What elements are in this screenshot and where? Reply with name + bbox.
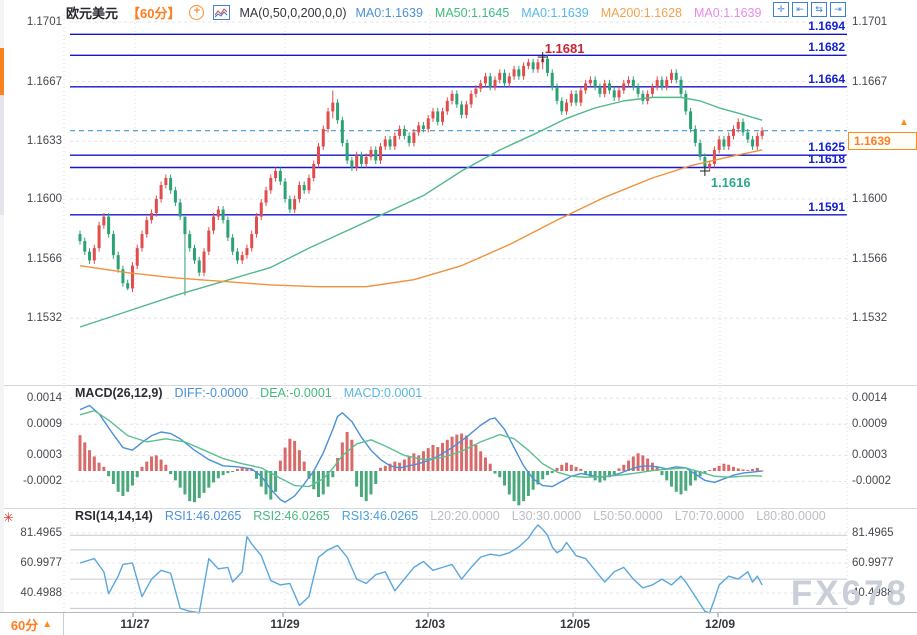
macd-title: MACD(26,12,9) bbox=[75, 386, 163, 400]
ma-value-label: MA0:1.1639 bbox=[355, 5, 423, 20]
rsi-level-label: L50:50.0000 bbox=[593, 509, 663, 523]
indicator-settings-icon[interactable]: ✳ bbox=[3, 510, 14, 525]
zoom-in-icon[interactable]: ⇆ bbox=[811, 2, 827, 17]
ma-values: MA0:1.1639 MA50:1.1645 MA0:1.1639 MA200:1.1… bbox=[356, 6, 762, 20]
ma-value-label: MA50:1.1645 bbox=[434, 5, 510, 20]
crosshair-icon[interactable]: ✛ bbox=[773, 2, 789, 17]
symbol-name: 欧元美元 bbox=[66, 6, 119, 21]
macd-value-label: DEA:-0.0001 bbox=[260, 386, 332, 400]
ma-value-label: MA0:1.1639 bbox=[521, 5, 589, 20]
price-up-arrow-icon: ▲ bbox=[899, 116, 909, 128]
zoom-out-icon[interactable]: ⇤ bbox=[792, 2, 808, 17]
macd-value-label: MACD:0.0001 bbox=[343, 386, 423, 400]
rsi-level-label: L70:70.0000 bbox=[674, 509, 745, 523]
macd-values: DIFF:-0.0000 DEA:-0.0001 MACD:0.0001 bbox=[175, 386, 423, 400]
rsi-value-label: RSI3:46.0265 bbox=[341, 509, 419, 523]
rsi-values: RSI1:46.0265 RSI2:46.0265 RSI3:46.0265 bbox=[165, 509, 418, 523]
left-scrollbar-thumb[interactable] bbox=[0, 48, 4, 95]
goto-latest-icon[interactable]: ⇥ bbox=[830, 2, 846, 17]
rsi-value-label: RSI2:46.0265 bbox=[253, 509, 330, 523]
chart-toolbar: ✛ ⇤ ⇆ ⇥ bbox=[773, 2, 846, 17]
watermark: FX678 bbox=[790, 574, 909, 613]
macd-value-label: DIFF:-0.0000 bbox=[174, 386, 249, 400]
rsi-level-label: L80:80.0000 bbox=[756, 509, 826, 523]
period-selector[interactable]: 【60分】 bbox=[127, 6, 181, 21]
current-price-tag: 1.1639 bbox=[848, 131, 917, 150]
add-indicator-icon[interactable]: + bbox=[189, 5, 205, 20]
rsi-level-label: L20:20.0000 bbox=[430, 509, 500, 523]
timeframe-arrow-icon: ▲ bbox=[42, 618, 53, 630]
ma-value-label: MA0:1.1639 bbox=[694, 5, 762, 20]
left-scrollbar-segment bbox=[0, 95, 4, 215]
rsi-level-labels: L20:20.0000 L30:30.0000 L50:50.0000 L70:70.… bbox=[430, 509, 826, 523]
timeframe-label: 60分 bbox=[10, 617, 39, 633]
chart-type-icon[interactable] bbox=[213, 5, 231, 20]
chart-header: 欧元美元 【60分】 + MA(0,50,0,200,0,0) MA0:1.16… bbox=[66, 3, 761, 22]
ma-value-label: MA200:1.1628 bbox=[600, 5, 683, 20]
left-scrollbar-track[interactable] bbox=[0, 0, 4, 612]
timeframe-cell[interactable]: 60分 ▲ bbox=[0, 613, 64, 635]
rsi-header: RSI(14,14,14) RSI1:46.0265 RSI2:46.0265 RS… bbox=[75, 509, 826, 523]
rsi-title: RSI(14,14,14) bbox=[75, 509, 153, 523]
rsi-value-label: RSI1:46.0265 bbox=[164, 509, 242, 523]
rsi-level-label: L30:30.0000 bbox=[511, 509, 582, 523]
ma-settings-label: MA(0,50,0,200,0,0) bbox=[239, 5, 347, 20]
macd-header: MACD(26,12,9) DIFF:-0.0000 DEA:-0.0001 MAC… bbox=[75, 386, 422, 400]
